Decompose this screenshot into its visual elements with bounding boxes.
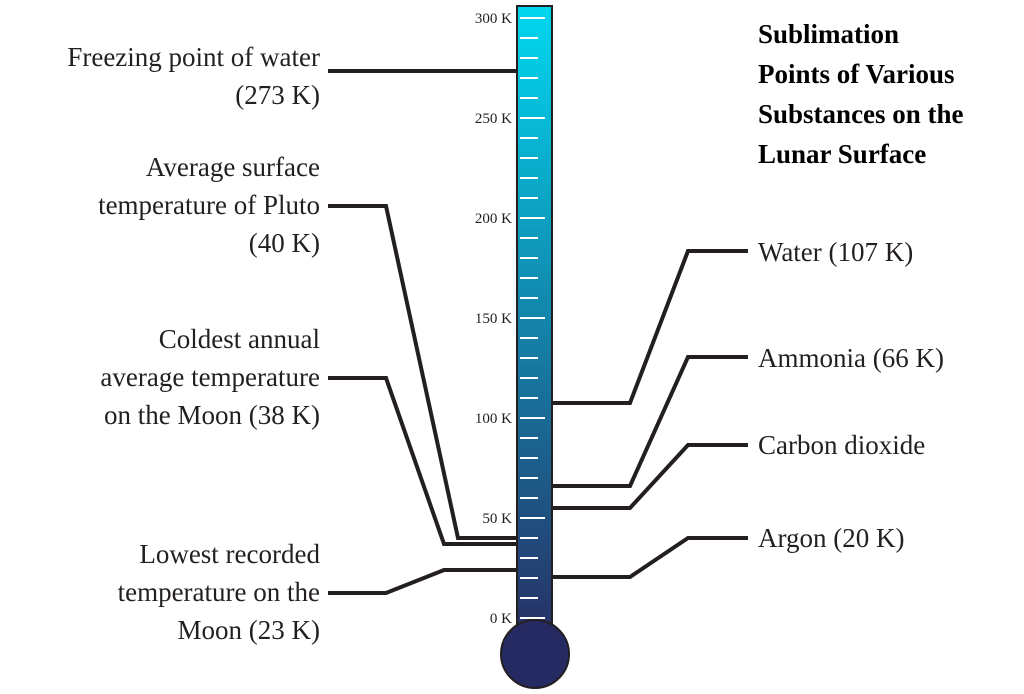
label-line: Ammonia (66 K) — [758, 343, 944, 373]
leader-water-sublimation — [535, 249, 748, 405]
label-line: temperature on the — [117, 577, 320, 607]
label-line: Freezing point of water — [67, 42, 320, 72]
scale-tick-label: 100 K — [475, 411, 512, 427]
label-moon-coldest-annual: Coldest annual average temperature on th… — [100, 320, 320, 434]
scale-tick-label: 50 K — [482, 511, 512, 527]
scale-tick-label: 150 K — [475, 311, 512, 327]
label-line: on the Moon (38 K) — [104, 400, 320, 430]
leader-ammonia-sublimation — [535, 355, 748, 488]
leader-argon-sublimation — [535, 536, 748, 579]
label-line: (273 K) — [235, 80, 320, 110]
label-pluto-surface-temp: Average surface temperature of Pluto (40… — [98, 148, 320, 262]
title-line: Lunar Surface — [758, 139, 927, 169]
scale-tick-label: 0 K — [490, 611, 512, 627]
title-line: Substances on the — [758, 99, 964, 129]
diagram-title: Sublimation Points of Various Substances… — [758, 14, 964, 174]
label-line: Carbon dioxide — [758, 430, 926, 460]
label-line: Water (107 K) — [758, 237, 914, 267]
label-line: average temperature — [100, 362, 320, 392]
label-freezing-point-water: Freezing point of water (273 K) — [67, 38, 320, 114]
scale-ticks — [520, 17, 545, 619]
title-line: Points of Various — [758, 59, 955, 89]
label-water-sublimation: Water (107 K) — [758, 233, 913, 271]
label-line: Moon (23 K) — [177, 615, 321, 645]
scale-tick-label: 250 K — [475, 111, 512, 127]
leader-moon-lowest-recorded — [328, 568, 535, 595]
scale-tick-label: 300 K — [475, 11, 512, 27]
scale-tick-labels: 300 K 250 K 200 K 150 K 100 K 50 K 0 K — [475, 11, 512, 627]
title-line: Sublimation — [758, 19, 900, 49]
label-carbon-dioxide-sublimation: Carbon dioxide — [758, 426, 925, 464]
label-argon-sublimation: Argon (20 K) — [758, 519, 904, 557]
label-ammonia-sublimation: Ammonia (66 K) — [758, 339, 944, 377]
leader-pluto-surface-temp — [328, 204, 535, 540]
label-line: temperature of Pluto — [98, 190, 320, 220]
label-moon-lowest-recorded: Lowest recorded temperature on the Moon … — [118, 535, 320, 649]
label-line: Average surface — [145, 152, 320, 182]
label-line: Coldest annual — [158, 324, 320, 354]
label-line: Lowest recorded — [139, 539, 320, 569]
thermometer-tube — [516, 5, 553, 639]
thermometer-bulb — [500, 619, 570, 689]
leader-lines — [328, 69, 748, 595]
leader-carbon-dioxide-sublimation — [535, 443, 748, 510]
scale-tick-label: 200 K — [475, 211, 512, 227]
label-line: (40 K) — [248, 228, 320, 258]
label-line: Argon (20 K) — [758, 523, 905, 553]
leader-moon-coldest-annual — [328, 376, 535, 546]
